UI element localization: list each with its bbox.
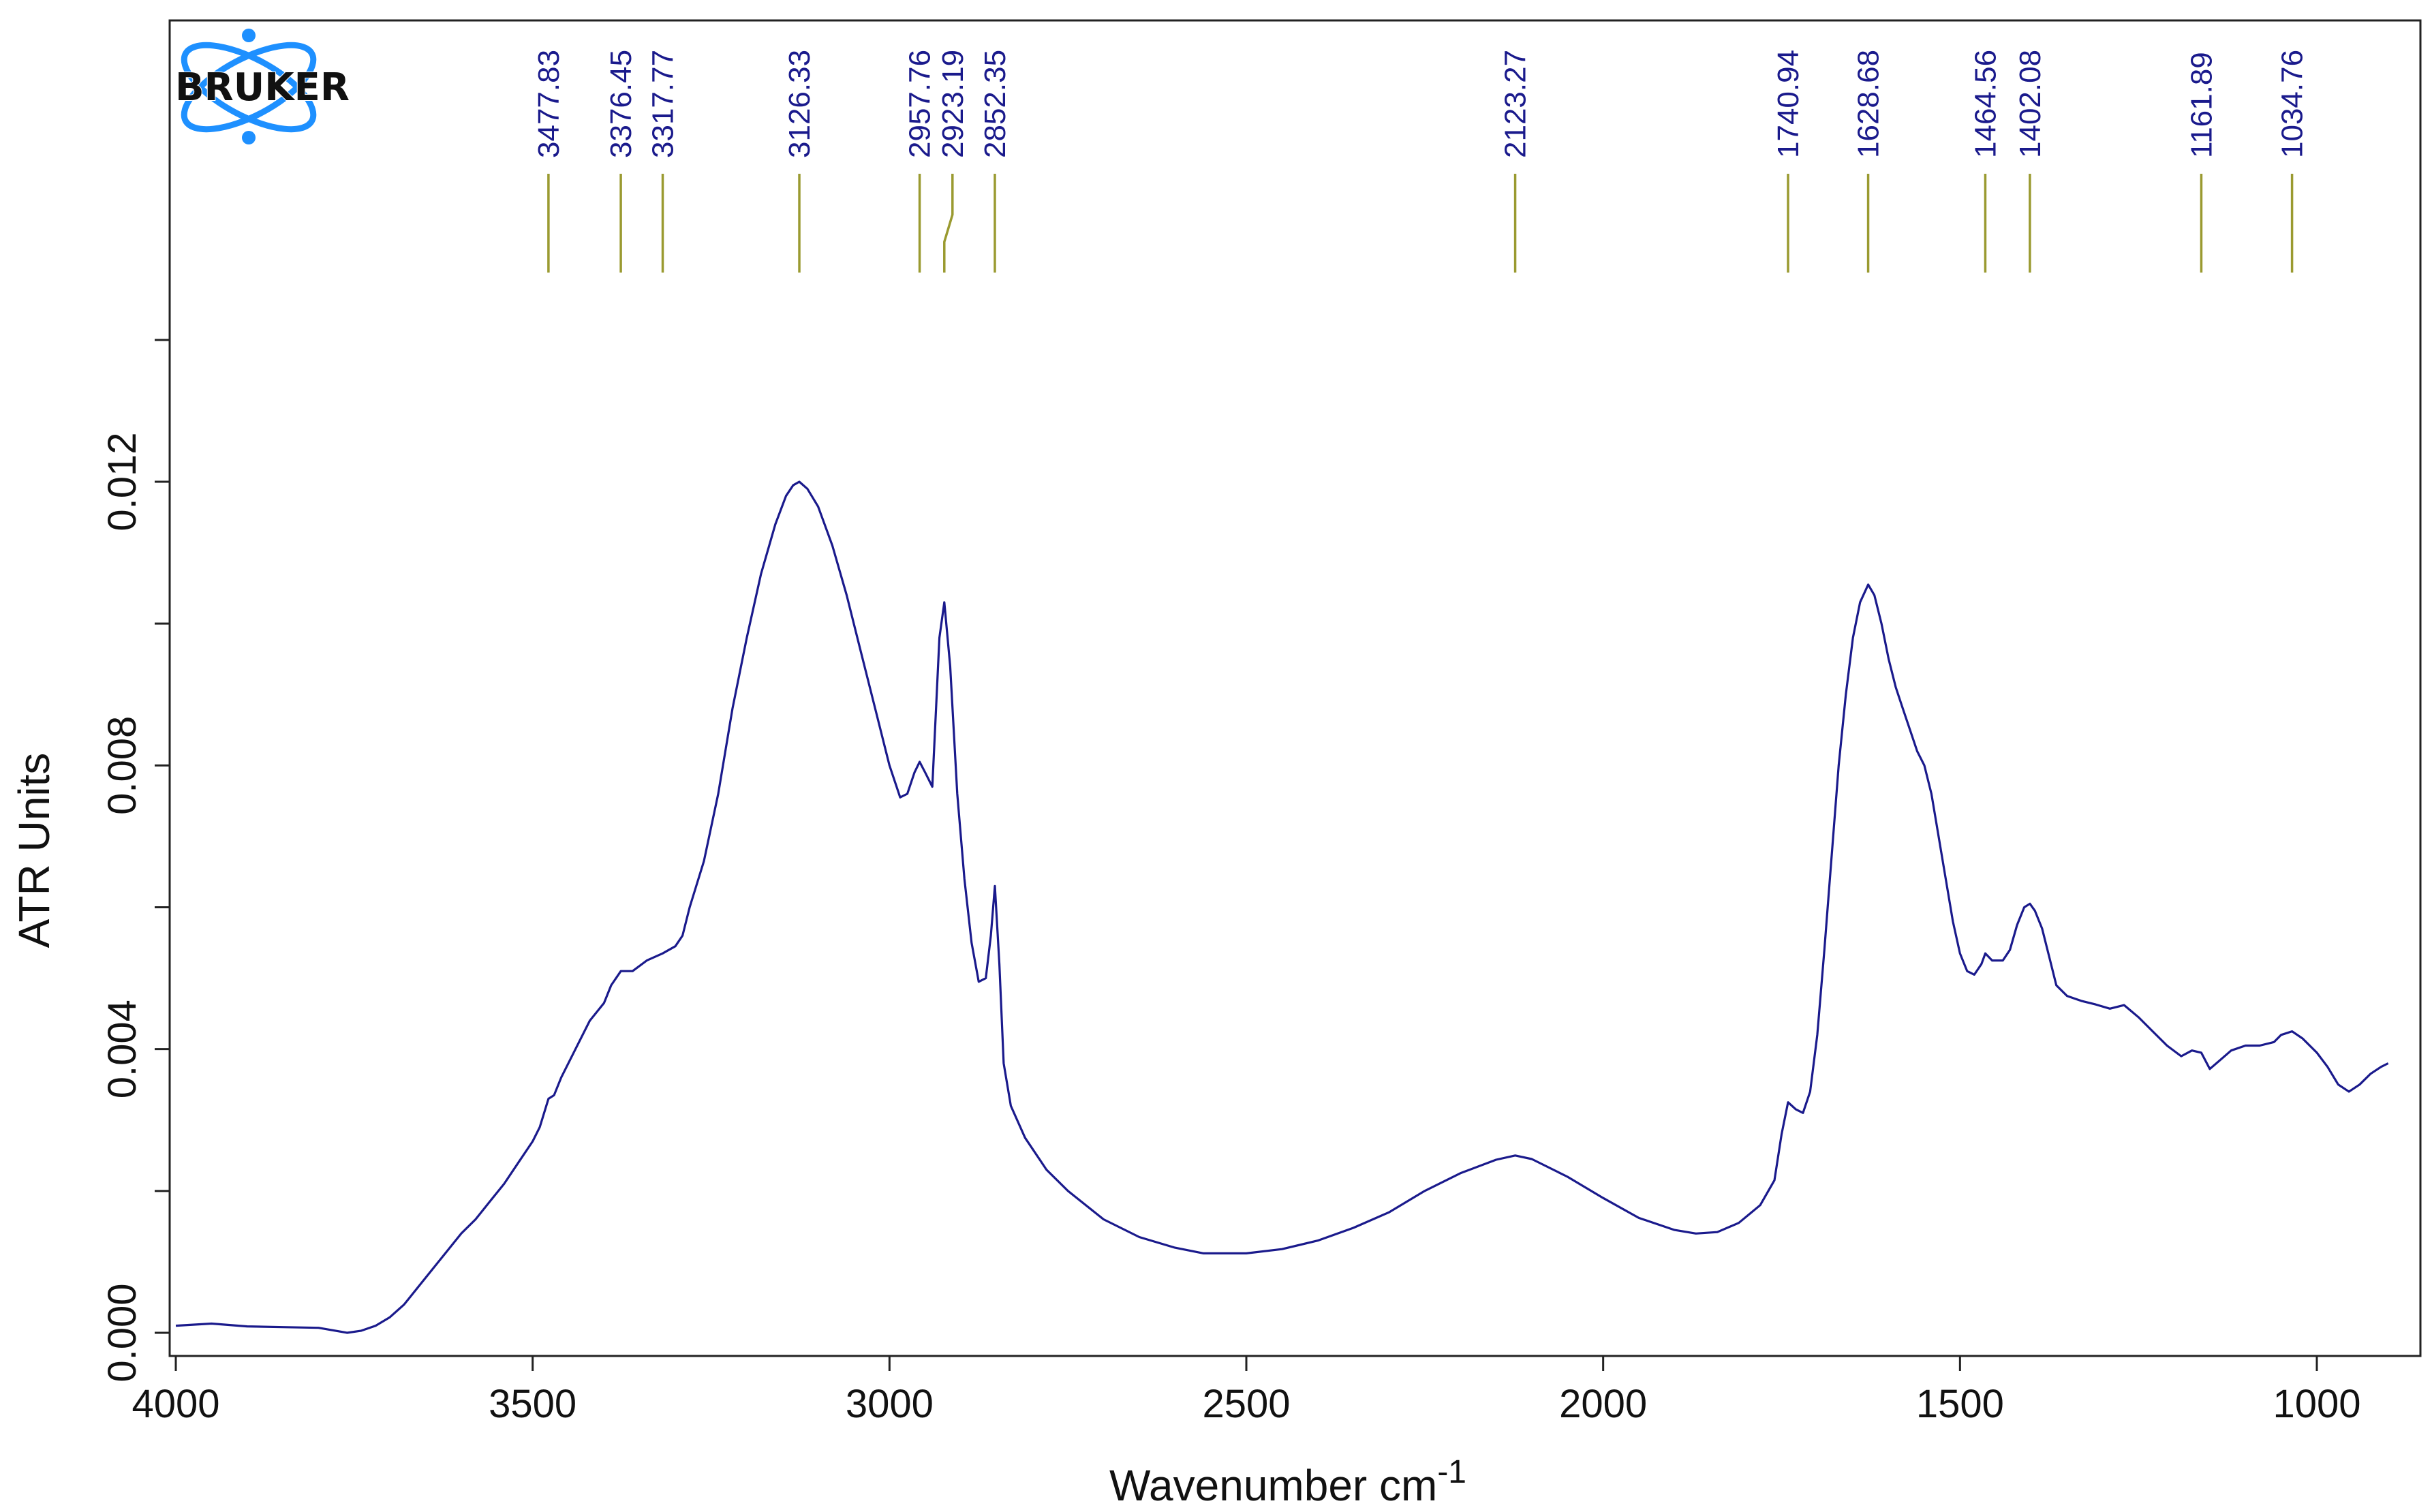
peak-marker-3126.33: 3126.33 <box>783 50 816 273</box>
x-tick-label: 3000 <box>846 1382 934 1426</box>
x-tick-label: 2500 <box>1202 1382 1290 1426</box>
logo-electron-top <box>242 29 256 42</box>
x-tick-label: 3500 <box>489 1382 576 1426</box>
y-tick-label: 0.004 <box>100 1000 144 1098</box>
plot-frame <box>168 19 2422 1357</box>
peak-marker-1740.94: 1740.94 <box>1772 50 1805 273</box>
y-tick-label: 0.000 <box>100 1283 144 1382</box>
peak-marker-1402.08: 1402.08 <box>2014 50 2047 273</box>
y-tick-label: 0.008 <box>100 716 144 815</box>
peak-label: 2957.76 <box>904 50 937 158</box>
peak-marker-2852.35: 2852.35 <box>979 50 1012 273</box>
peak-label: 1740.94 <box>1772 50 1805 158</box>
x-axis-label-text: Wavenumber cm <box>1109 1461 1437 1510</box>
x-tick-label: 4000 <box>132 1382 219 1426</box>
peak-label: 3477.83 <box>532 50 566 158</box>
logo-orbit-2 <box>181 42 317 133</box>
logo-brand-text: BRUKER <box>175 65 350 110</box>
y-axis-label: ATR Units <box>10 753 59 948</box>
peak-marker-2923.19: 2923.19 <box>936 50 970 273</box>
peak-label: 3126.33 <box>783 50 816 158</box>
peak-label: 2852.35 <box>979 50 1012 158</box>
x-axis-label-superscript: -1 <box>1437 1454 1466 1490</box>
y-axis: 0.000 0.004 0.008 0.012 <box>100 339 170 1383</box>
peak-label: 2923.19 <box>936 50 970 158</box>
x-axis: 4000 3500 3000 2500 2000 1500 1000 <box>132 1356 2361 1426</box>
peak-marker-1161.89: 1161.89 <box>2185 52 2218 273</box>
bruker-logo: BRUKER <box>174 29 350 144</box>
peak-label: 3317.77 <box>647 50 680 158</box>
peak-marker-2123.27: 2123.27 <box>1499 50 1533 273</box>
peak-label: 1161.89 <box>2185 52 2218 158</box>
x-axis-label: Wavenumber cm-1 <box>1109 1454 1466 1510</box>
peak-marker-1464.56: 1464.56 <box>1969 50 2002 273</box>
logo-electron-bottom <box>242 131 256 144</box>
peak-label: 1402.08 <box>2014 50 2047 158</box>
peak-label: 2123.27 <box>1499 50 1533 158</box>
peak-label: 3376.45 <box>604 50 638 158</box>
peak-label: 1034.76 <box>2276 50 2309 158</box>
y-tick-label: 0.012 <box>100 432 144 531</box>
peak-label: 1464.56 <box>1969 50 2002 158</box>
peak-marker-3376.45: 3376.45 <box>604 50 638 273</box>
peak-line <box>943 174 954 273</box>
peak-markers: 3477.83 3376.45 3317.77 3126.33 2957.76 2923.… <box>532 50 2309 273</box>
peak-marker-1628.68: 1628.68 <box>1852 50 1885 273</box>
peak-marker-3477.83: 3477.83 <box>532 50 566 273</box>
peak-marker-2957.76: 2957.76 <box>904 50 937 273</box>
peak-marker-3317.77: 3317.77 <box>647 50 680 273</box>
x-tick-label: 1500 <box>1916 1382 2004 1426</box>
x-tick-label: 2000 <box>1559 1382 1647 1426</box>
peak-label: 1628.68 <box>1852 50 1885 158</box>
spectrum-line <box>175 480 2389 1334</box>
x-tick-label: 1000 <box>2273 1382 2360 1426</box>
logo-orbit-1 <box>181 42 317 133</box>
peak-marker-1034.76: 1034.76 <box>2276 50 2309 273</box>
